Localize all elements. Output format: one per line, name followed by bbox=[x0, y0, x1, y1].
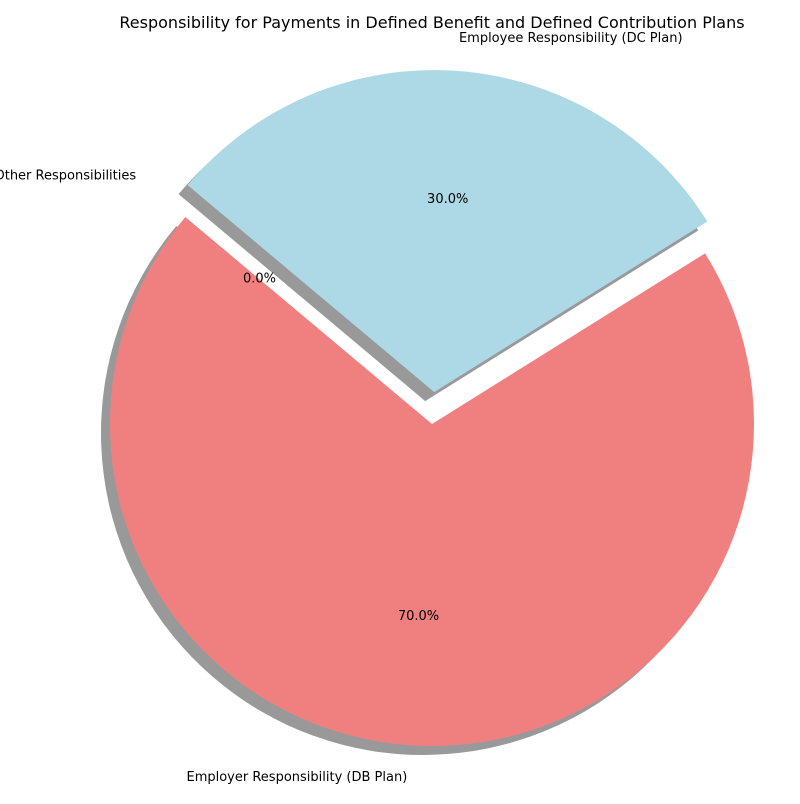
slice-label-employee-responsibility-dc-plan: Employee Responsibility (DC Plan) bbox=[459, 31, 683, 46]
slice-label-employer-responsibility-db-plan: Employer Responsibility (DB Plan) bbox=[186, 770, 407, 785]
slice-label-other-responsibilities: Other Responsibilities bbox=[0, 168, 136, 183]
pie-slice-employee-responsibility-dc-plan bbox=[187, 70, 708, 393]
pie-slice-employer-responsibility-db-plan bbox=[110, 217, 755, 746]
slice-percent-employee-responsibility-dc-plan: 30.0% bbox=[427, 192, 468, 207]
chart-title: Responsibility for Payments in Defined B… bbox=[119, 13, 744, 32]
label-layer: Employer Responsibility (DB Plan) 70.0% Em… bbox=[0, 31, 683, 785]
slice-layer bbox=[110, 70, 755, 746]
slice-percent-other-responsibilities: 0.0% bbox=[243, 272, 276, 287]
slice-percent-employer-responsibility-db-plan: 70.0% bbox=[398, 609, 439, 624]
